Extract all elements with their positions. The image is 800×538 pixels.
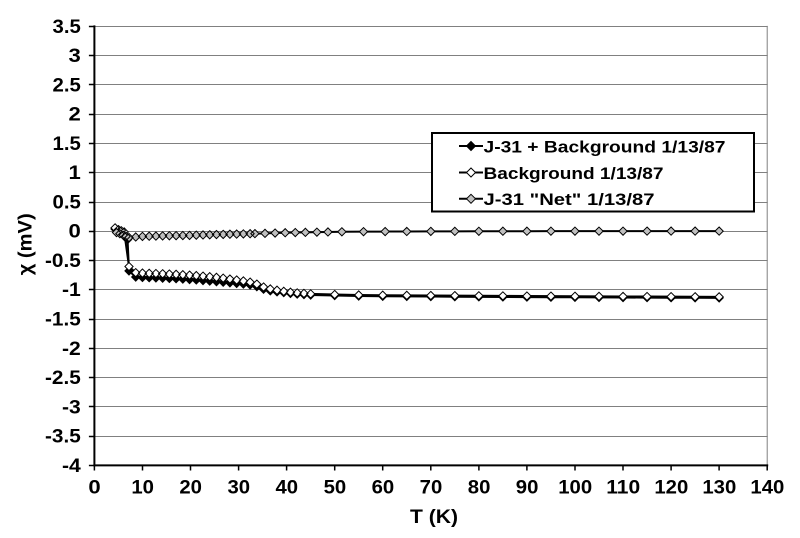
svg-text:100: 100 [558, 477, 592, 498]
svg-text:Background 1/13/87: Background 1/13/87 [484, 164, 664, 183]
svg-text:0: 0 [88, 477, 100, 498]
svg-text:1.5: 1.5 [53, 134, 82, 155]
svg-text:10: 10 [131, 477, 154, 498]
svg-text:70: 70 [420, 477, 443, 498]
svg-text:-3: -3 [62, 397, 81, 418]
svg-text:50: 50 [324, 477, 347, 498]
svg-text:110: 110 [606, 477, 640, 498]
svg-text:140: 140 [750, 477, 784, 498]
svg-text:30: 30 [228, 477, 251, 498]
svg-text:-2.5: -2.5 [45, 368, 81, 389]
svg-text:40: 40 [276, 477, 299, 498]
svg-text:-1.5: -1.5 [45, 310, 81, 331]
svg-text:-1: -1 [62, 280, 81, 301]
svg-text:T (K): T (K) [410, 507, 458, 528]
svg-text:-3.5: -3.5 [45, 427, 81, 448]
svg-text:2.5: 2.5 [53, 75, 82, 96]
svg-text:120: 120 [654, 477, 688, 498]
svg-text:-4: -4 [62, 456, 81, 477]
svg-text:3: 3 [69, 46, 81, 67]
svg-text:-2: -2 [62, 339, 81, 360]
svg-text:J-31 + Background 1/13/87: J-31 + Background 1/13/87 [484, 137, 726, 156]
svg-text:χ (mV): χ (mV) [16, 213, 37, 275]
svg-text:20: 20 [179, 477, 202, 498]
svg-text:2: 2 [69, 105, 81, 126]
svg-text:130: 130 [702, 477, 736, 498]
svg-text:80: 80 [468, 477, 491, 498]
svg-text:90: 90 [516, 477, 539, 498]
svg-text:J-31 "Net" 1/13/87: J-31 "Net" 1/13/87 [484, 190, 655, 209]
svg-text:-0.5: -0.5 [45, 251, 81, 272]
svg-text:60: 60 [372, 477, 395, 498]
svg-text:3.5: 3.5 [53, 17, 82, 38]
svg-text:0.5: 0.5 [53, 192, 82, 213]
svg-text:0: 0 [69, 222, 81, 243]
svg-text:1: 1 [69, 163, 82, 184]
